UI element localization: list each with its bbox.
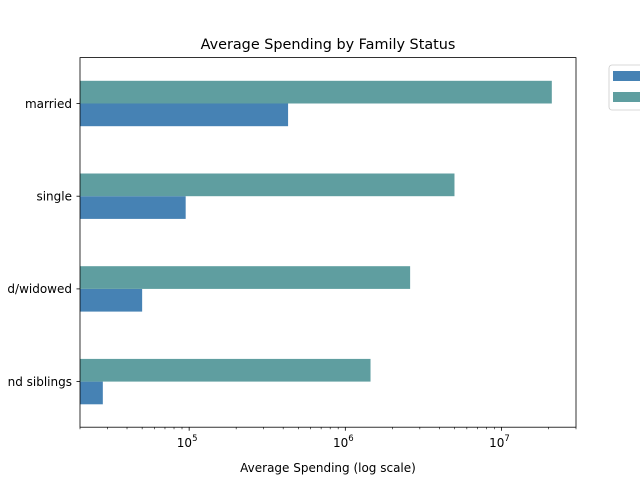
legend-swatch-1	[613, 71, 640, 81]
bar-series-1-2	[80, 288, 143, 312]
y-tick-label: married	[25, 97, 72, 111]
y-tick-label: d/widowed	[7, 282, 72, 296]
bar-series-2-3	[80, 358, 371, 382]
x-axis-label: Average Spending (log scale)	[240, 461, 416, 475]
legend-swatch-2	[613, 92, 640, 102]
x-tick-label: 105	[177, 434, 198, 450]
chart-title: Average Spending by Family Status	[201, 37, 456, 53]
bar-series-2-0	[80, 80, 552, 104]
x-tick-label: 107	[489, 434, 510, 450]
bar-series-1-1	[80, 196, 186, 219]
x-axis: 105 106 107	[79, 427, 577, 450]
bar-series-1-3	[80, 381, 103, 405]
y-tick-label: single	[36, 190, 72, 204]
y-tick-label: nd siblings	[8, 375, 72, 389]
bar-series-1-0	[80, 103, 289, 127]
bar-series-2-2	[80, 266, 411, 289]
x-tick-label: 106	[333, 434, 354, 450]
bar-series-2-1	[80, 173, 455, 197]
bars-layer	[80, 80, 552, 405]
y-axis: married single d/widowed nd siblings	[7, 97, 80, 389]
legend	[608, 64, 640, 111]
plot-frame	[79, 57, 577, 428]
